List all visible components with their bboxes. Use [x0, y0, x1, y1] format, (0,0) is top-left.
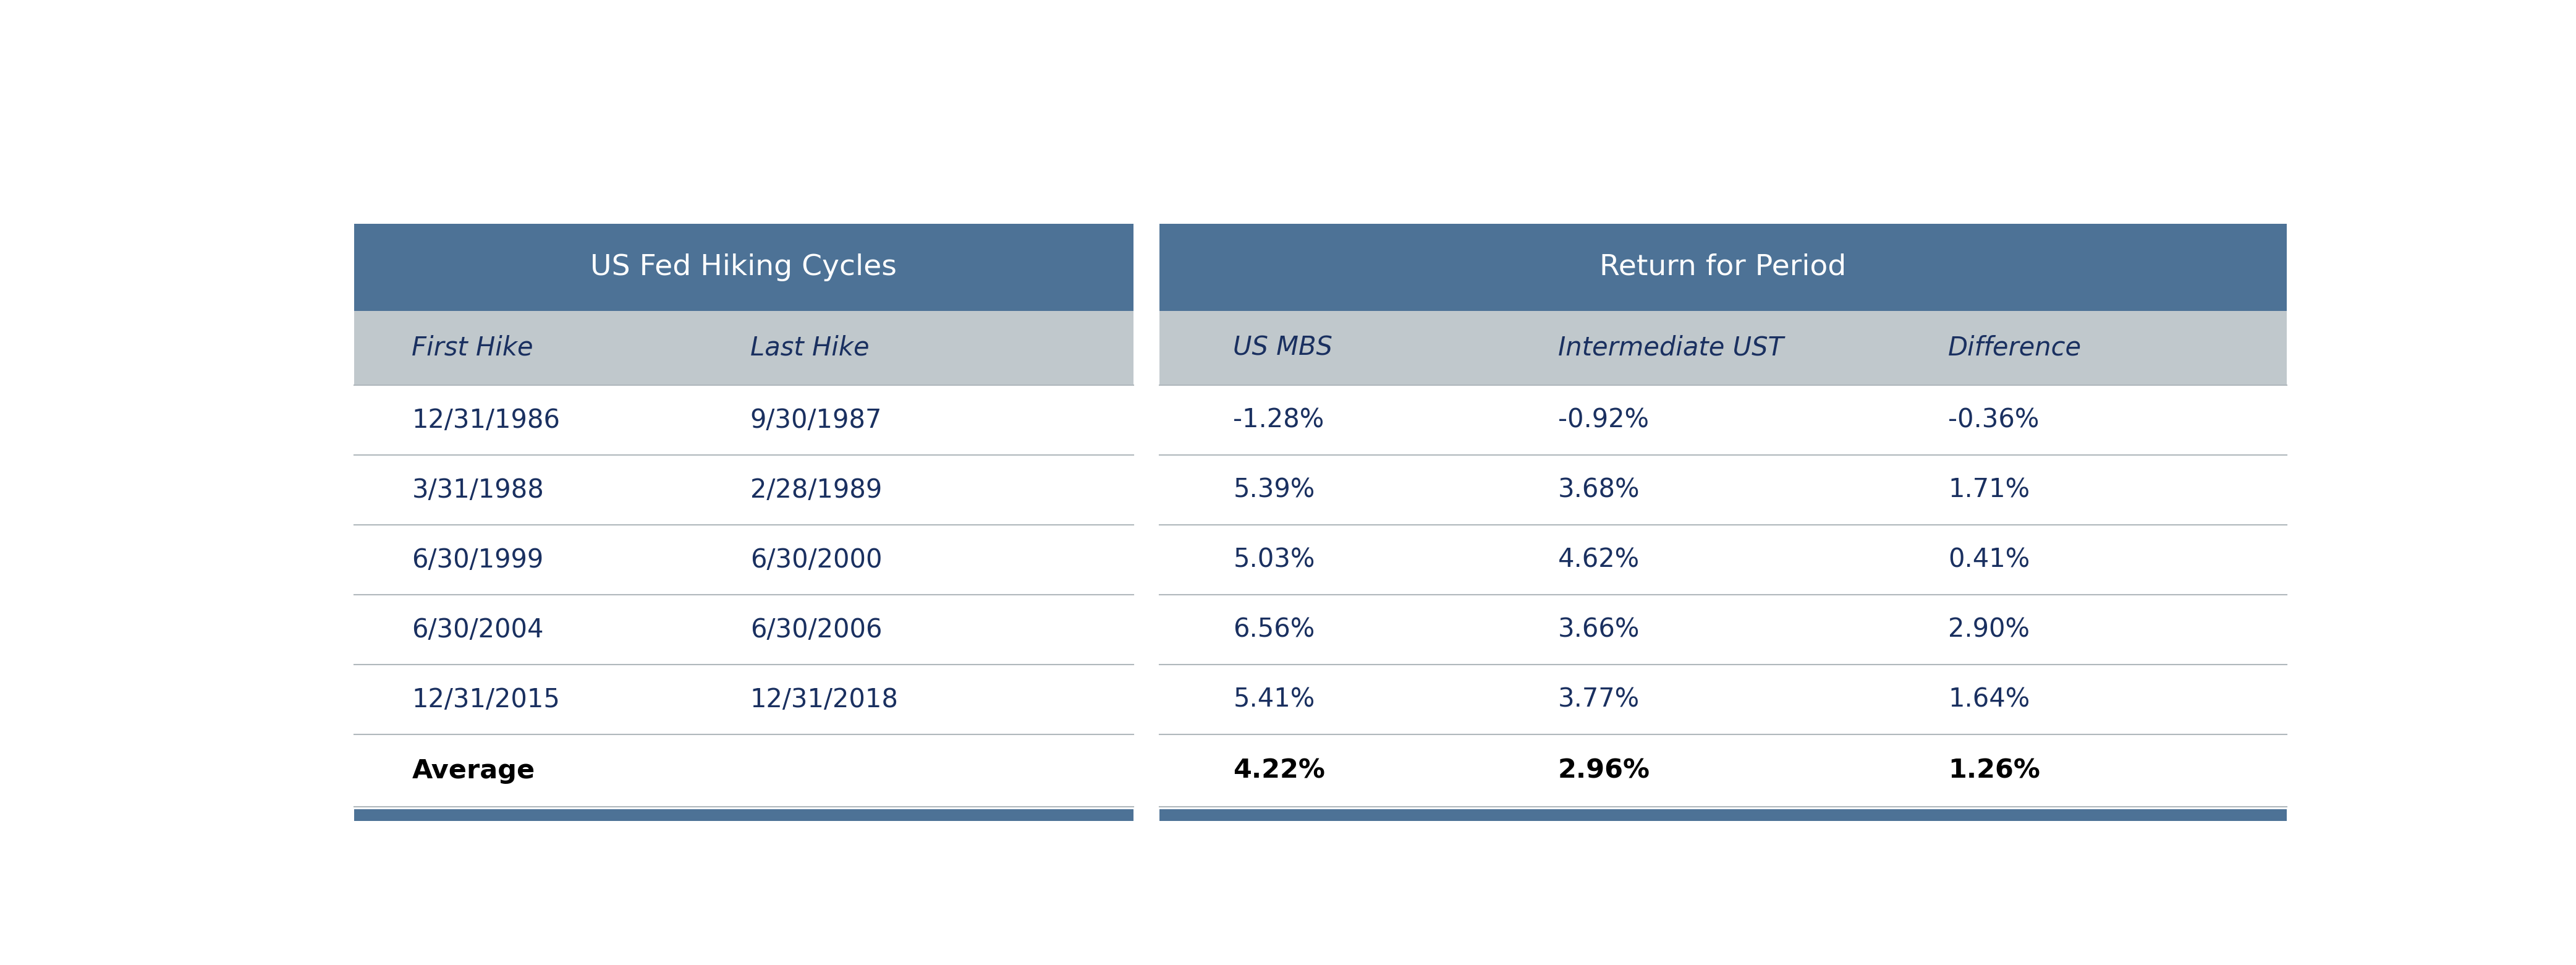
Bar	[353, 224, 1133, 311]
Text: Return for Period: Return for Period	[1600, 253, 1847, 281]
Bar	[1159, 311, 2287, 385]
Text: -0.36%: -0.36%	[1947, 407, 2040, 433]
Text: Average: Average	[412, 758, 536, 784]
Text: 2.90%: 2.90%	[1947, 617, 2030, 643]
Text: 6/30/2000: 6/30/2000	[750, 547, 881, 573]
Text: 3.77%: 3.77%	[1558, 686, 1638, 712]
Text: -1.28%: -1.28%	[1234, 407, 1324, 433]
Text: 6.56%: 6.56%	[1234, 617, 1314, 643]
Bar	[353, 809, 1133, 820]
Text: 3/31/1988: 3/31/1988	[412, 477, 544, 503]
Text: Intermediate UST: Intermediate UST	[1558, 335, 1783, 361]
Text: 3.66%: 3.66%	[1558, 617, 1641, 643]
Text: 6/30/1999: 6/30/1999	[412, 547, 544, 573]
Text: 1.71%: 1.71%	[1947, 477, 2030, 503]
Text: 6/30/2004: 6/30/2004	[412, 617, 544, 643]
Text: US Fed Hiking Cycles: US Fed Hiking Cycles	[590, 253, 896, 281]
Text: Difference: Difference	[1947, 335, 2081, 361]
Text: 12/31/2015: 12/31/2015	[412, 686, 559, 712]
Text: 1.64%: 1.64%	[1947, 686, 2030, 712]
Text: 5.03%: 5.03%	[1234, 547, 1316, 573]
Text: 2.96%: 2.96%	[1558, 758, 1651, 784]
Text: 4.22%: 4.22%	[1234, 758, 1324, 784]
Text: Last Hike: Last Hike	[750, 335, 868, 361]
Text: 12/31/1986: 12/31/1986	[412, 407, 559, 433]
Bar	[1159, 809, 2287, 820]
Text: US MBS: US MBS	[1234, 335, 1332, 361]
Text: 12/31/2018: 12/31/2018	[750, 686, 899, 712]
Text: 9/30/1987: 9/30/1987	[750, 407, 881, 433]
Text: 0.41%: 0.41%	[1947, 547, 2030, 573]
Text: 4.62%: 4.62%	[1558, 547, 1638, 573]
Bar	[1159, 224, 2287, 311]
Text: -0.92%: -0.92%	[1558, 407, 1649, 433]
Text: First Hike: First Hike	[412, 335, 533, 361]
Text: 3.68%: 3.68%	[1558, 477, 1641, 503]
Text: 2/28/1989: 2/28/1989	[750, 477, 881, 503]
Text: 6/30/2006: 6/30/2006	[750, 617, 881, 643]
Text: 1.26%: 1.26%	[1947, 758, 2040, 784]
Text: 5.41%: 5.41%	[1234, 686, 1314, 712]
Text: 5.39%: 5.39%	[1234, 477, 1314, 503]
Bar	[353, 311, 1133, 385]
